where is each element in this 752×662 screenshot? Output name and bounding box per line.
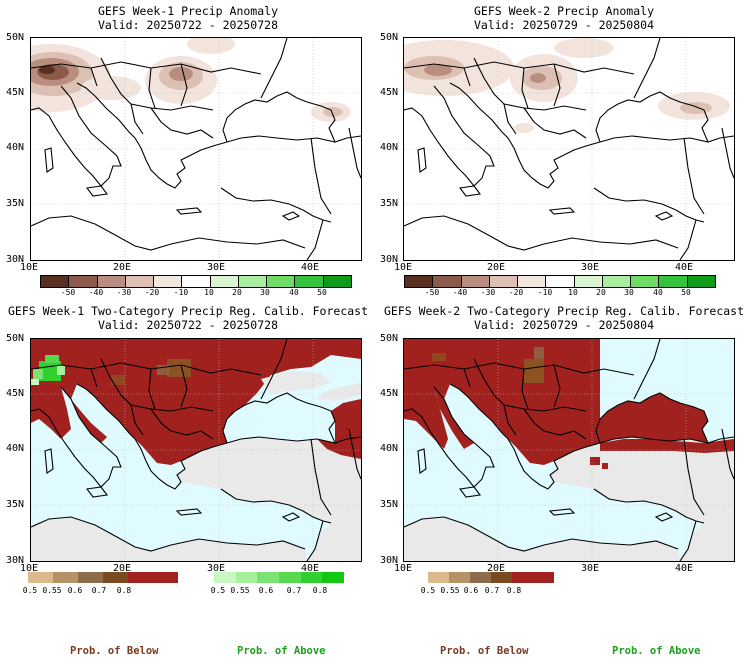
colorbar-label: -10: [173, 288, 189, 297]
colorbar-label: 0.8: [116, 586, 132, 595]
colorbar-label: -40: [452, 288, 468, 297]
colorbar-label: 0.55: [230, 586, 250, 595]
lon-tick: 10E: [394, 563, 413, 574]
colorbar-label: 0.8: [506, 586, 522, 595]
panel-valid-dates: Valid: 20250722 - 20250728: [97, 18, 278, 32]
panel-title: GEFS Week-1 Two-Category Precip Reg. Cal…: [7, 304, 369, 318]
colorbar-label: 0.6: [463, 586, 479, 595]
lat-tick: 30N: [6, 555, 25, 566]
colorbar-label: 0.7: [286, 586, 302, 595]
colorbar-label: -30: [480, 288, 496, 297]
probability-map-week2: [403, 338, 735, 562]
colorbar-label: 0.5: [22, 586, 38, 595]
lat-tick: 40N: [6, 142, 25, 153]
lon-tick: 30E: [207, 563, 226, 574]
colorbar-label: 0.8: [312, 586, 328, 595]
colorbar-label: 0.55: [42, 586, 62, 595]
colorbar-label: 30: [624, 288, 634, 297]
lat-tick: 40N: [380, 443, 399, 454]
lat-tick: 30N: [6, 254, 25, 265]
colorbar-label: 0.5: [420, 586, 436, 595]
panel-title: GEFS Week-1 Precip Anomaly: [97, 4, 278, 18]
panel-week1-probability: GEFS Week-1 Two-Category Precip Reg. Cal…: [0, 300, 376, 662]
lat-tick: 50N: [6, 32, 25, 43]
lon-tick: 40E: [301, 262, 320, 273]
lat-tick: 50N: [380, 333, 399, 344]
panel-valid-dates: Valid: 20250729 - 20250804: [473, 18, 654, 32]
lat-tick: 45N: [6, 87, 25, 98]
lat-tick: 50N: [6, 333, 25, 344]
lon-tick: 40E: [675, 563, 694, 574]
prob-above-caption: Prob. of Above: [612, 645, 701, 657]
prob-below-caption: Prob. of Below: [70, 645, 159, 657]
lon-tick: 30E: [581, 262, 600, 273]
colorbar-label: 0.6: [258, 586, 274, 595]
lat-tick: 35N: [380, 198, 399, 209]
lat-tick: 30N: [380, 555, 399, 566]
panel-title: GEFS Week-2 Precip Anomaly: [473, 4, 654, 18]
colorbar-label: -30: [116, 288, 132, 297]
panel-title: GEFS Week-2 Two-Category Precip Reg. Cal…: [383, 304, 745, 318]
colorbar-label: 20: [232, 288, 242, 297]
panel-valid-dates: Valid: 20250722 - 20250728: [97, 318, 278, 332]
anomaly-colorbar: [404, 275, 716, 288]
lon-tick: 30E: [207, 262, 226, 273]
colorbar-label: 0.7: [91, 586, 107, 595]
anomaly-colorbar: [40, 275, 352, 288]
lat-tick: 40N: [6, 443, 25, 454]
colorbar-label: 0.55: [440, 586, 460, 595]
colorbar-label: 10: [204, 288, 214, 297]
lat-tick: 35N: [6, 499, 25, 510]
lon-tick: 10E: [20, 563, 39, 574]
prob-above-colorbar: [214, 572, 345, 583]
lat-tick: 50N: [380, 32, 399, 43]
lat-tick: 35N: [380, 499, 399, 510]
lon-tick: 20E: [113, 262, 132, 273]
lat-tick: 35N: [6, 198, 25, 209]
lon-tick: 40E: [675, 262, 694, 273]
lon-tick: 10E: [20, 262, 39, 273]
anomaly-map-week1: [30, 37, 362, 261]
colorbar-label: 50: [317, 288, 327, 297]
colorbar-label: 10: [568, 288, 578, 297]
colorbar-label: 0.6: [67, 586, 83, 595]
colorbar-label: -50: [424, 288, 440, 297]
lon-tick: 20E: [487, 262, 506, 273]
colorbar-label: 20: [596, 288, 606, 297]
lon-tick: 20E: [113, 563, 132, 574]
lat-tick: 45N: [380, 388, 399, 399]
prob-below-colorbar: [28, 572, 178, 583]
lon-tick: 40E: [301, 563, 320, 574]
lat-tick: 45N: [380, 87, 399, 98]
lon-tick: 30E: [581, 563, 600, 574]
colorbar-label: 40: [653, 288, 663, 297]
lon-tick: 20E: [487, 563, 506, 574]
colorbar-label: 50: [681, 288, 691, 297]
colorbar-label: 40: [289, 288, 299, 297]
colorbar-label: 30: [260, 288, 270, 297]
colorbar-label: -20: [144, 288, 160, 297]
lat-tick: 40N: [380, 142, 399, 153]
colorbar-label: -20: [508, 288, 524, 297]
prob-below-caption: Prob. of Below: [440, 645, 529, 657]
panel-week1-anomaly: GEFS Week-1 Precip Anomaly Valid: 202507…: [0, 0, 376, 300]
colorbar-label: 0.7: [484, 586, 500, 595]
colorbar-label: -40: [88, 288, 104, 297]
colorbar-label: 0.5: [210, 586, 226, 595]
panel-week2-probability: GEFS Week-2 Two-Category Precip Reg. Cal…: [376, 300, 752, 662]
probability-map-week1: [30, 338, 362, 562]
anomaly-map-week2: [403, 37, 735, 261]
panel-week2-anomaly: GEFS Week-2 Precip Anomaly Valid: 202507…: [376, 0, 752, 300]
lat-tick: 45N: [6, 388, 25, 399]
prob-below-colorbar: [428, 572, 554, 583]
colorbar-label: -50: [60, 288, 76, 297]
colorbar-label: -10: [537, 288, 553, 297]
lon-tick: 10E: [394, 262, 413, 273]
prob-above-caption: Prob. of Above: [237, 645, 326, 657]
panel-valid-dates: Valid: 20250729 - 20250804: [473, 318, 654, 332]
lat-tick: 30N: [380, 254, 399, 265]
